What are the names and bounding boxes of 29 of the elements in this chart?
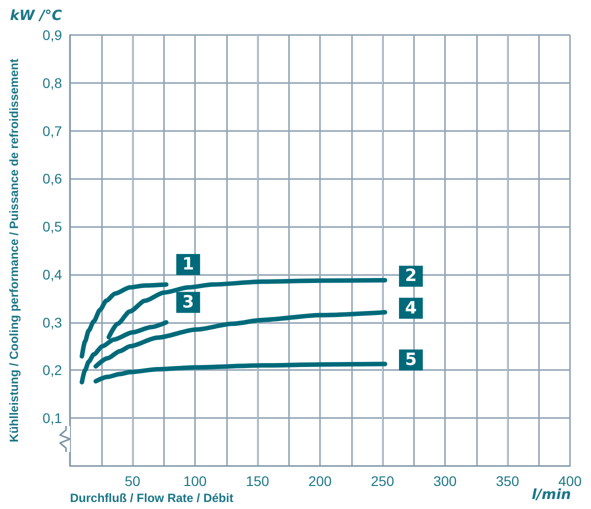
line-series (94, 362, 388, 384)
y-tick-label: 0,4 (42, 266, 62, 282)
y-tick-label: 0,7 (42, 122, 62, 139)
text: kW /°C (10, 8, 63, 24)
y-tick-label: 0,1 (42, 410, 62, 426)
text: l/min (532, 487, 572, 503)
x-tick-label: 150 (246, 473, 270, 489)
x-tick-label: 50 (124, 473, 140, 489)
series-label: 2 (405, 266, 417, 286)
y-tick-label: 0,5 (42, 218, 62, 235)
series-label: 3 (182, 292, 194, 312)
y-tick-label: 0,8 (42, 74, 62, 91)
line-series (80, 282, 168, 359)
y-tick-label: 0,6 (42, 170, 62, 187)
x-tick-label: 250 (370, 473, 394, 489)
series-label: 5 (405, 350, 417, 370)
y-tick-label: 0,9 (42, 27, 62, 43)
legend-label: 4 (405, 298, 417, 318)
series-label: 1 (182, 254, 194, 274)
x-axis-title: Durchfluß / Flow Rate / Débit (70, 491, 234, 505)
y-tick-label: 0,2 (42, 362, 62, 378)
x-tick-label: 100 (183, 473, 207, 489)
y-axis-title: Kühlleistung / Cooling performance / Puissance de refroidissement (7, 58, 21, 442)
x-tick-label: 350 (496, 473, 520, 489)
line-series (94, 310, 388, 369)
x-tick-label: 300 (433, 473, 457, 489)
x-tick-label: 200 (308, 473, 332, 489)
y-tick-label: 0,3 (42, 314, 62, 330)
x-tick-label: 400 (558, 473, 582, 489)
